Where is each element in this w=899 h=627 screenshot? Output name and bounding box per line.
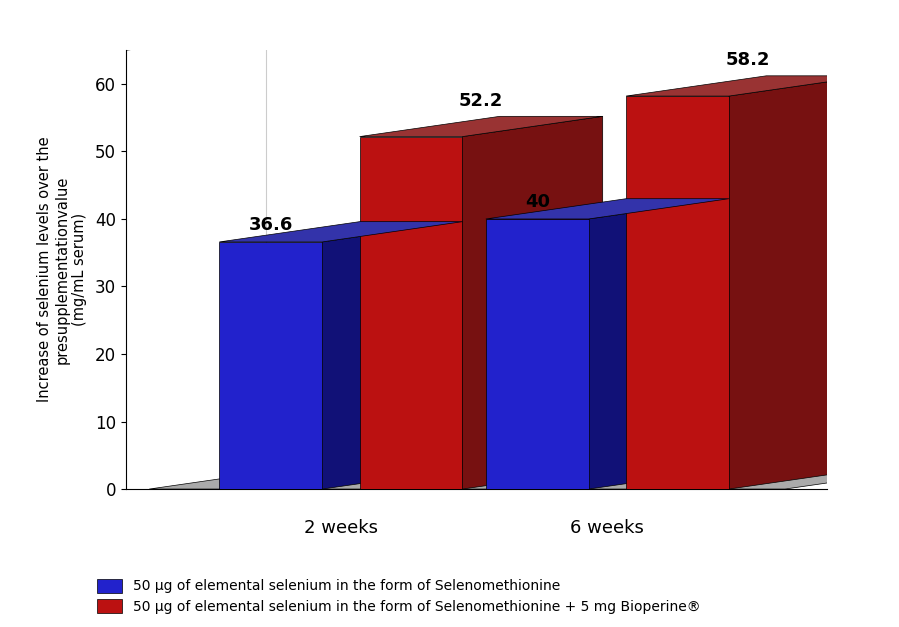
Polygon shape (626, 96, 729, 489)
Polygon shape (626, 76, 869, 96)
Legend: 50 µg of elemental selenium in the form of Selenomethionine, 50 µg of elemental : 50 µg of elemental selenium in the form … (97, 579, 700, 614)
Y-axis label: Increase of selenium levels over the
presupplementationvalue
(mg/mL serum): Increase of selenium levels over the pre… (37, 137, 86, 403)
Polygon shape (485, 219, 589, 489)
Polygon shape (322, 222, 462, 489)
Polygon shape (360, 117, 602, 137)
Text: 52.2: 52.2 (459, 92, 503, 110)
Polygon shape (149, 469, 899, 489)
Polygon shape (462, 117, 602, 489)
Polygon shape (219, 242, 322, 489)
Polygon shape (589, 199, 729, 489)
Polygon shape (729, 76, 869, 489)
Polygon shape (219, 222, 462, 242)
Polygon shape (360, 137, 462, 489)
Polygon shape (485, 199, 729, 219)
Text: 2 weeks: 2 weeks (304, 519, 378, 537)
Text: 58.2: 58.2 (725, 51, 770, 69)
Text: 6 weeks: 6 weeks (571, 519, 645, 537)
Text: 36.6: 36.6 (249, 216, 293, 234)
Text: 40: 40 (525, 193, 550, 211)
